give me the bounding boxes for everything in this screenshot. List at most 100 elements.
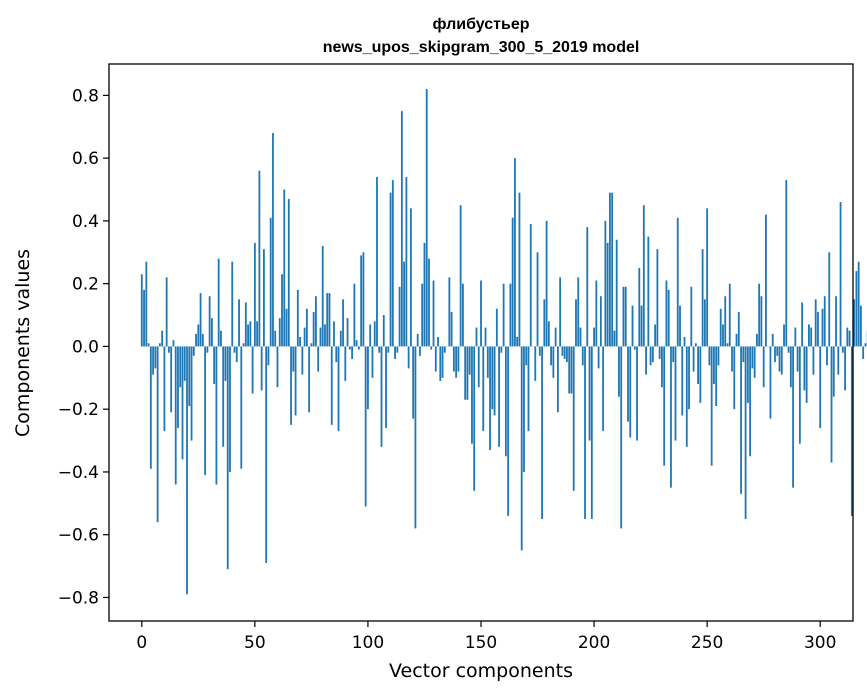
bar-87 xyxy=(337,346,340,432)
bar-290 xyxy=(796,346,799,372)
bar-205 xyxy=(604,220,607,347)
bar-319 xyxy=(862,346,865,359)
bar-267 xyxy=(744,346,747,520)
bar-19 xyxy=(183,346,186,381)
bar-46 xyxy=(244,302,247,347)
bar-79 xyxy=(319,327,322,347)
y-tick-label: −0.2 xyxy=(58,400,99,420)
bar-244 xyxy=(692,346,695,372)
bar-117 xyxy=(405,176,408,347)
bar-225 xyxy=(649,346,652,366)
bar-26 xyxy=(199,293,202,347)
bar-276 xyxy=(765,214,767,347)
bar-194 xyxy=(579,327,582,347)
bar-209 xyxy=(613,330,616,347)
bar-150 xyxy=(480,280,482,347)
bar-221 xyxy=(640,305,643,347)
bar-297 xyxy=(812,346,815,375)
bar-160 xyxy=(502,283,505,347)
bar-4 xyxy=(149,346,152,469)
bar-25 xyxy=(197,324,200,347)
bar-155 xyxy=(491,346,494,410)
bar-2 xyxy=(145,261,148,347)
bar-131 xyxy=(437,337,439,347)
bar-77 xyxy=(315,296,317,347)
bar-14 xyxy=(172,340,175,347)
bar-9 xyxy=(161,330,164,347)
bar-224 xyxy=(647,236,650,347)
bar-178 xyxy=(543,299,546,347)
bar-293 xyxy=(803,346,806,391)
bar-201 xyxy=(595,280,598,347)
bar-142 xyxy=(462,283,464,347)
bar-89 xyxy=(342,299,344,347)
bar-280 xyxy=(774,346,776,363)
bar-263 xyxy=(735,333,738,347)
bar-186 xyxy=(561,346,564,356)
bar-101 xyxy=(369,324,372,347)
bar-7 xyxy=(156,346,159,523)
bar-112 xyxy=(394,346,396,359)
bar-128 xyxy=(430,346,433,350)
bar-149 xyxy=(477,346,480,388)
bar-271 xyxy=(753,346,756,378)
bar-218 xyxy=(633,346,636,350)
bar-261 xyxy=(731,346,733,372)
x-tick-label: 50 xyxy=(244,633,266,653)
bar-76 xyxy=(312,311,315,347)
bar-37 xyxy=(224,346,227,381)
x-tick-label: 200 xyxy=(578,633,610,653)
bar-317 xyxy=(857,261,860,347)
bar-208 xyxy=(611,192,614,347)
bar-85 xyxy=(333,321,335,347)
bar-188 xyxy=(566,346,568,363)
bar-52 xyxy=(258,170,261,347)
bar-262 xyxy=(733,346,736,410)
chart-title-line-2: news_upos_skipgram_300_5_2019 model xyxy=(323,39,640,56)
bar-108 xyxy=(385,346,387,429)
bar-166 xyxy=(516,337,519,347)
bar-124 xyxy=(421,283,424,347)
bar-182 xyxy=(552,346,555,378)
bar-242 xyxy=(688,346,690,410)
bar-287 xyxy=(789,346,792,388)
bar-123 xyxy=(419,346,421,356)
bar-74 xyxy=(308,346,311,413)
bar-34 xyxy=(217,258,220,347)
bar-228 xyxy=(656,249,659,347)
bar-119 xyxy=(409,208,412,347)
bar-232 xyxy=(665,280,668,347)
bar-202 xyxy=(597,346,600,369)
bar-24 xyxy=(195,333,197,347)
bar-22 xyxy=(190,346,193,441)
bar-63 xyxy=(283,189,286,347)
bar-104 xyxy=(376,176,378,347)
bar-312 xyxy=(846,327,849,347)
bar-282 xyxy=(778,346,781,372)
bar-136 xyxy=(448,277,451,347)
bar-5 xyxy=(152,346,154,375)
bar-249 xyxy=(703,299,706,347)
bar-30 xyxy=(208,296,211,347)
bar-32 xyxy=(213,346,216,385)
bar-215 xyxy=(627,346,629,422)
bar-29 xyxy=(206,346,209,353)
bar-184 xyxy=(556,346,559,413)
bar-296 xyxy=(810,327,813,347)
bar-274 xyxy=(760,296,763,347)
bar-144 xyxy=(466,346,469,400)
bar-80 xyxy=(321,246,324,347)
bar-137 xyxy=(450,311,453,347)
bar-292 xyxy=(801,302,804,347)
bar-83 xyxy=(328,293,331,347)
bar-13 xyxy=(170,346,173,413)
bar-58 xyxy=(272,133,274,347)
bar-94 xyxy=(353,283,356,347)
bar-234 xyxy=(670,346,672,488)
bar-298 xyxy=(814,299,817,347)
bar-192 xyxy=(575,299,577,347)
bar-304 xyxy=(828,252,831,347)
bar-220 xyxy=(638,267,641,347)
bar-223 xyxy=(645,346,647,375)
bar-28 xyxy=(204,346,207,476)
